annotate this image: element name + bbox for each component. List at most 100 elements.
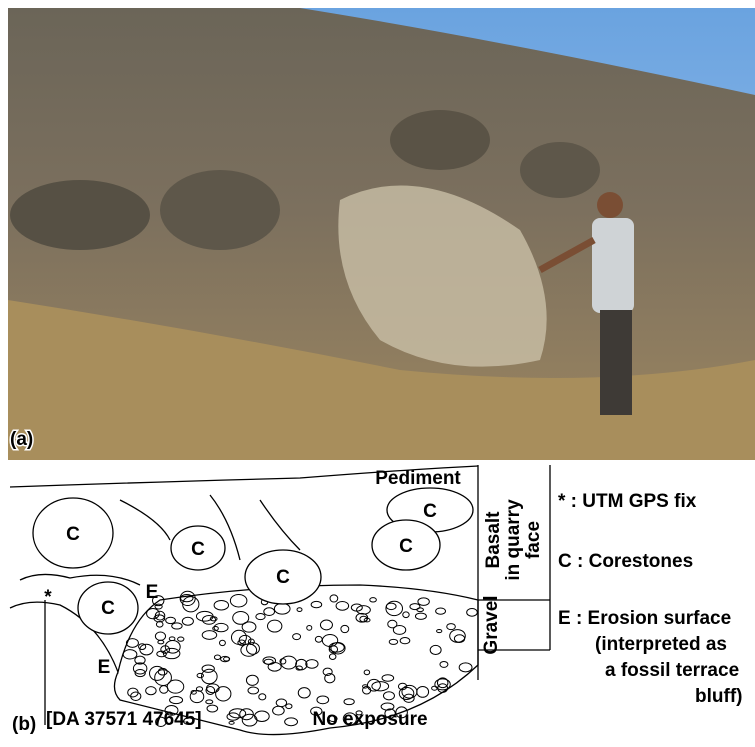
clast <box>233 612 249 625</box>
clast <box>123 650 137 659</box>
clast <box>139 644 146 650</box>
panel-label: (b) <box>12 714 36 735</box>
corestone <box>10 180 150 250</box>
clast <box>388 620 397 628</box>
corestone-label: C <box>66 524 80 545</box>
clast <box>202 665 214 672</box>
clast <box>297 608 302 612</box>
clast <box>320 620 332 630</box>
erosion-label: E <box>146 582 159 603</box>
basalt-label: in quarry <box>503 499 524 581</box>
basalt-label: face <box>523 521 544 559</box>
clast <box>172 623 182 629</box>
clast <box>306 660 318 669</box>
legend-item: (interpreted as <box>595 634 727 655</box>
corestone <box>160 170 280 250</box>
clast <box>214 655 220 660</box>
grid-reference: [DA 37571 47645] <box>46 709 202 730</box>
clast <box>329 654 336 660</box>
clast <box>264 608 275 616</box>
clast <box>454 635 464 643</box>
clast <box>403 612 409 618</box>
clast <box>400 638 410 644</box>
page: (a) Pediment C C C C C C E E * (b) [DA 3… <box>0 0 755 742</box>
legend: * : UTM GPS fix C : Corestones E : Erosi… <box>558 491 742 707</box>
clast <box>214 600 228 610</box>
clast <box>417 608 424 612</box>
clast <box>273 706 285 715</box>
clast <box>276 699 286 707</box>
clast <box>285 718 298 726</box>
corestone-label: C <box>101 598 115 619</box>
corestone <box>520 142 600 198</box>
clast <box>459 663 472 672</box>
clast <box>364 670 370 675</box>
basalt-label: Basalt <box>483 511 504 569</box>
clast <box>382 675 394 682</box>
clast <box>357 606 371 614</box>
clast <box>298 688 310 698</box>
clast <box>256 614 265 620</box>
clast <box>229 721 234 724</box>
clast <box>259 694 266 700</box>
erosion-label: E <box>98 657 111 678</box>
clast <box>231 630 246 644</box>
clast <box>383 692 394 700</box>
clast <box>248 687 259 694</box>
sketch-line <box>20 574 140 585</box>
clast <box>268 620 282 632</box>
pediment-label: Pediment <box>375 468 461 489</box>
clast <box>311 601 322 607</box>
clast <box>437 629 442 632</box>
clast <box>356 613 368 622</box>
clast <box>418 598 429 606</box>
clast <box>190 690 204 702</box>
corestone-label: C <box>399 536 413 557</box>
corestone-label: C <box>191 539 205 560</box>
clast <box>155 604 162 609</box>
clast <box>178 637 184 641</box>
clast <box>281 656 297 669</box>
clast <box>293 634 301 640</box>
clast <box>202 631 216 640</box>
clast <box>166 617 176 623</box>
clast <box>150 666 165 680</box>
figure: (a) Pediment C C C C C C E E * (b) [DA 3… <box>0 0 755 742</box>
clast <box>415 613 426 619</box>
photo: (a) <box>8 8 755 460</box>
clast <box>360 616 367 622</box>
clast <box>430 645 441 654</box>
clast <box>417 686 429 697</box>
clast <box>147 608 160 618</box>
clast <box>146 687 156 695</box>
legend-item: bluff) <box>695 686 742 707</box>
clast <box>317 696 329 704</box>
clast <box>126 639 138 648</box>
panel-label: (a) <box>10 429 33 450</box>
clast <box>246 675 258 685</box>
corestone <box>390 110 490 170</box>
clast <box>330 595 338 602</box>
corestone-label: C <box>423 501 437 522</box>
clast <box>206 700 213 704</box>
sketch <box>10 465 550 735</box>
clast <box>389 639 398 644</box>
corestone-label: C <box>276 567 290 588</box>
legend-item: C : Corestones <box>558 551 693 572</box>
no-exposure-label: No exposure <box>312 709 427 730</box>
clast <box>274 603 290 614</box>
clast <box>410 604 420 610</box>
clast <box>286 704 292 709</box>
clast <box>207 684 220 693</box>
clast <box>315 636 322 642</box>
gravel-label: Gravel <box>481 595 502 654</box>
clast <box>436 608 446 614</box>
clast <box>182 617 193 625</box>
clasts <box>123 591 477 726</box>
clast <box>216 687 231 701</box>
clast <box>230 594 247 606</box>
legend-item: E : Erosion surface <box>558 608 731 629</box>
clast <box>440 661 448 667</box>
clast <box>341 625 349 632</box>
clast <box>170 696 183 703</box>
